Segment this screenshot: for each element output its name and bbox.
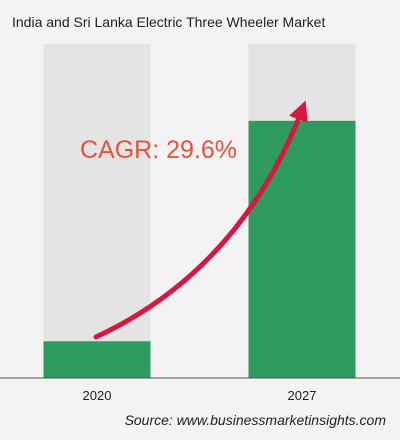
cagr-annotation: CAGR: 29.6%: [80, 136, 238, 164]
x-tick-labels: 2020 2027: [83, 388, 317, 403]
bar-2027: [248, 120, 356, 378]
source-credit: Source: www.businessmarketinsights.com: [124, 412, 386, 428]
bar-track-2020: [43, 44, 151, 378]
bars-layer: [43, 44, 356, 378]
bar-2020: [43, 341, 151, 378]
growth-arrow: [93, 100, 308, 340]
x-tick-label: 2027: [288, 388, 317, 403]
chart-title: India and Sri Lanka Electric Three Wheel…: [12, 14, 326, 30]
x-tick-label: 2020: [83, 388, 112, 403]
